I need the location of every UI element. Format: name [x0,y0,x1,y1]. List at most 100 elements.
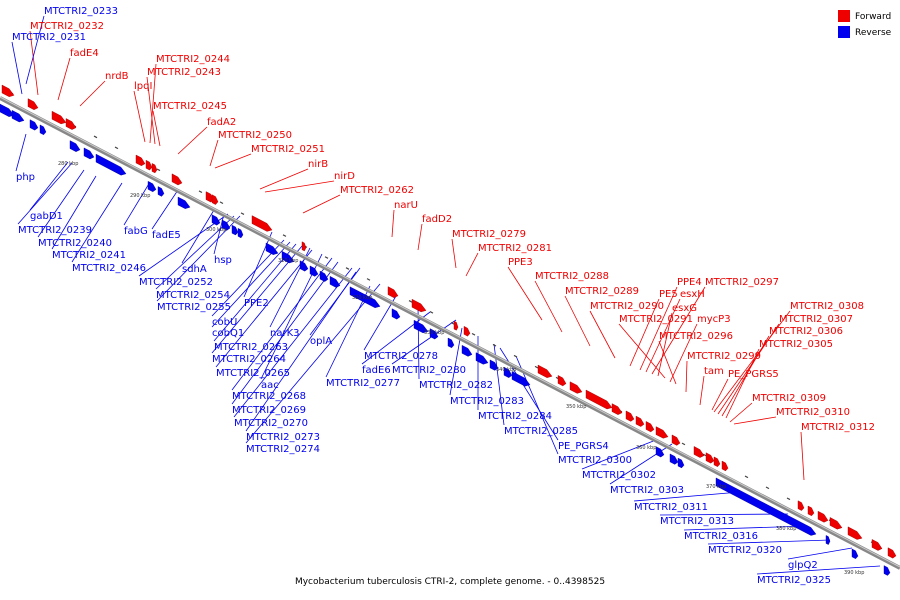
forward-gene-label: MTCTRI2_0299 [687,351,761,362]
forward-gene [847,526,863,540]
reverse-gene-label: MTCTRI2_0269 [232,405,306,416]
position-ticks: 280 kbp 290 kbp 300 kbp 310 kbp 320 kbp 330 k… [58,161,864,576]
reverse-leader-line [181,209,215,264]
reverse-leader-line [155,215,235,290]
forward-gene [585,389,613,410]
forward-leader-line [152,110,161,147]
reverse-leader-line [138,213,229,277]
reverse-gene [503,366,513,378]
track-dash [513,354,518,358]
forward-gene-label: MTCTRI2_0245 [153,101,227,112]
forward-leader-line [146,76,156,145]
reverse-gene-label: php [16,172,35,183]
reverse-gene-label: MTCTRI2_0274 [246,444,320,455]
forward-gene [887,547,897,559]
position-tick-label: 390 kbp [844,570,864,576]
position-tick-label: 310 kbp [278,258,298,264]
forward-gene [693,446,705,458]
reverse-gene-label: MTCTRI2_0302 [582,470,656,481]
forward-leader-line [534,280,563,333]
reverse-gene-label: MTCTRI2_0252 [139,277,213,288]
reverse-gene [281,250,295,264]
reverse-gene [883,565,891,576]
reverse-gene [447,337,455,349]
reverse-gene [83,147,95,160]
track-dash [219,201,224,205]
reverse-gene-label: MTCTRI2_0233 [44,6,118,17]
track-dash [765,486,770,490]
reverse-leader-line [29,161,69,211]
reverse-gene [475,352,489,365]
forward-leader-line [713,310,791,413]
forward-leader-line [259,168,309,190]
track-dash [744,475,749,479]
forward-gene [51,110,67,125]
position-tick-label: 330 kbp [424,330,444,336]
reverse-gene [511,371,531,387]
forward-gene [807,505,815,517]
reverse-gene-label: MTCTRI2_0268 [232,391,306,402]
forward-gene-label: MTCTRI2_0250 [218,130,292,141]
reverse-leader-line [231,257,333,391]
forward-gene [135,154,146,167]
forward-leader-line [685,360,688,393]
reverse-gene [237,227,244,239]
forward-leader-line [733,416,777,425]
forward-gene [671,434,681,446]
forward-gene [1,84,15,98]
reverse-leader-line [51,175,97,250]
forward-gene [721,460,729,472]
position-tick-label: 280 kbp [58,161,78,167]
forward-leader-line [177,126,208,155]
forward-leader-line [618,323,666,379]
reverse-gene [11,109,25,123]
reverse-gene [429,328,439,340]
forward-gene [797,500,805,511]
gene-labels: MTCTRI2_0232 fadE4 nrdB lpqI MTCTRI2_0244 MTC… [12,6,875,586]
reverse-gene-label: MTCTRI2_0277 [326,378,400,389]
reverse-gene-label: MTCTRI2_0264 [212,354,286,365]
forward-gene [145,159,153,171]
reverse-gene [221,219,231,231]
forward-gene [817,510,829,523]
reverse-gene-label: oplA [310,336,332,347]
reverse-gene-label: MTCTRI2_0285 [504,426,578,437]
forward-gene-label: MTCTRI2_0281 [478,243,552,254]
forward-leader-line [57,57,71,101]
reverse-gene-label: MTCTRI2_0280 [392,365,466,376]
reverse-gene-label: PPE2 [244,298,269,309]
forward-gene-label: nirB [308,159,328,170]
reverse-gene-label: cobU [212,317,237,328]
genome-backbone [0,96,900,570]
forward-gene-label: MTCTRI2_0288 [535,271,609,282]
track-dash [240,212,245,215]
forward-gene-label: MTCTRI2_0306 [769,326,843,337]
forward-leader-line [465,252,479,277]
track-dash [345,267,350,270]
reverse-gene-label: MTCTRI2_0325 [757,575,831,586]
reverse-gene-label: MTCTRI2_0270 [234,418,308,429]
reverse-gene [349,286,381,309]
forward-leader-line [721,335,770,417]
reverse-leader-line [787,547,853,560]
position-tick-label: 290 kbp [130,193,150,199]
track-dash [450,321,455,325]
reverse-gene-label: hsp [214,255,232,266]
reverse-gene-label: MTCTRI2_0273 [246,432,320,443]
reverse-gene-label: MTCTRI2_0246 [72,263,146,274]
track-dash [492,343,497,347]
position-tick-label: 370 kbp [706,484,726,490]
track-dash [198,190,203,194]
forward-leader-line [725,348,760,419]
forward-gene-label: fadA2 [207,117,236,128]
reverse-gene [461,344,473,357]
map-caption: Mycobacterium tuberculosis CTRI-2, compl… [294,577,606,587]
position-tick-label: 300 kbp [206,227,226,233]
reverse-leader-line [213,243,297,342]
reverse-gene [677,457,685,469]
reverse-gene [177,196,191,209]
reverse-gene-label: MTCTRI2_0284 [478,411,552,422]
reverse-leader-line [231,261,339,405]
forward-gene-label: MTCTRI2_0279 [452,229,526,240]
reverse-gene [29,119,39,131]
